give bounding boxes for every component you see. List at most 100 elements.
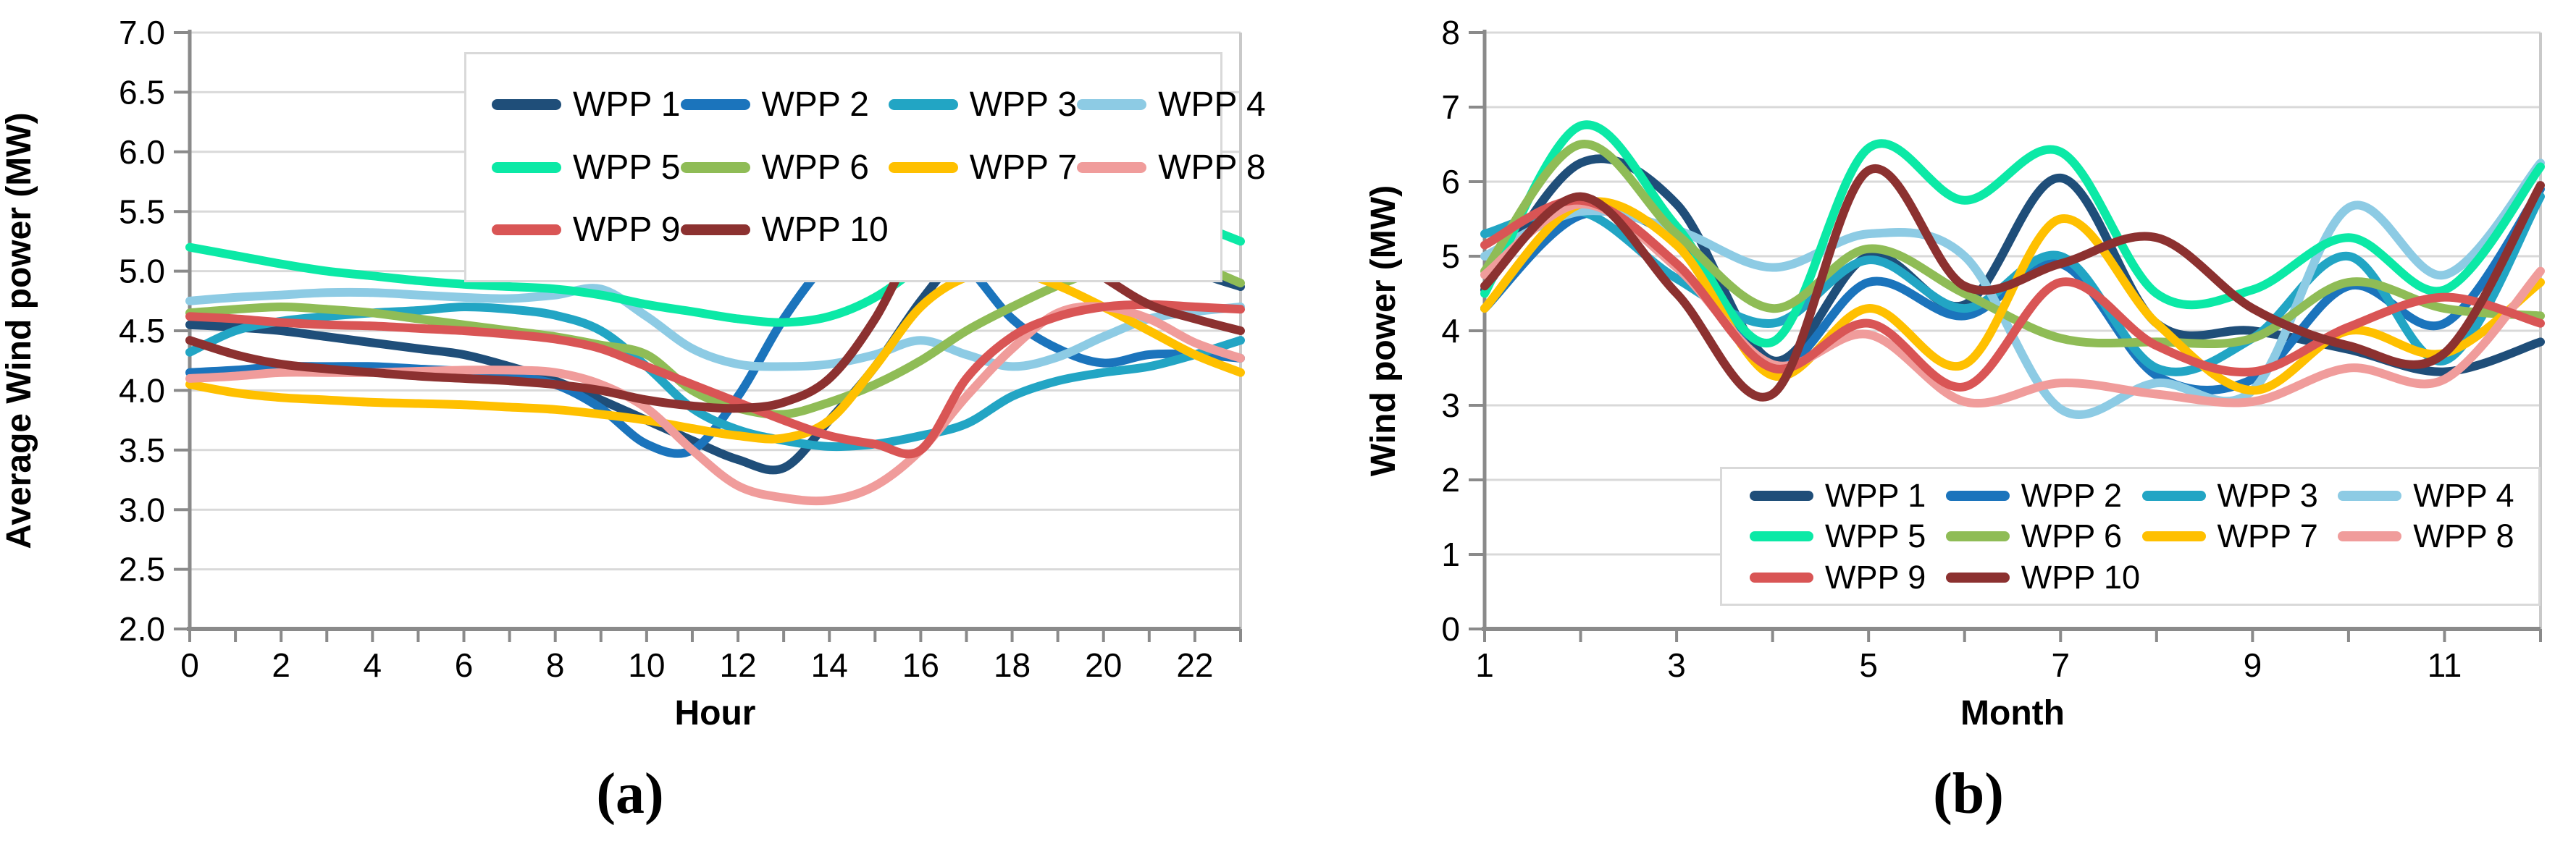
- legend-label: WPP 2: [761, 85, 870, 124]
- x-tick-label: 18: [994, 646, 1031, 684]
- legend-item-wpp-7: WPP 7: [888, 148, 1078, 187]
- legend-line-swatch-icon: [1077, 98, 1147, 110]
- legend-item-wpp-2: WPP 2: [1945, 476, 2142, 515]
- y-axis-ticks: 2.0 2.5 3.0 3.5 4.0 4.5 5.0 5.5 6.0 6.5 7.0: [119, 14, 190, 648]
- legend-item-wpp-1: WPP 1: [492, 85, 681, 124]
- y-tick-label: 3.0: [119, 491, 165, 528]
- series-line-wpp-7: [185, 266, 1245, 444]
- x-tick-label: 4: [364, 646, 382, 684]
- legend-line-swatch-icon: [492, 98, 561, 110]
- x-tick-label: 11: [2428, 646, 2462, 684]
- legend-label: WPP 10: [761, 211, 889, 250]
- legend-item-wpp-3: WPP 3: [888, 85, 1078, 124]
- y-tick-label: 7.0: [119, 14, 165, 51]
- y-tick-label: 4.0: [119, 372, 165, 410]
- legend-label: WPP 6: [761, 148, 870, 187]
- series-line-wpp-5: [1480, 120, 2545, 348]
- legend-item-wpp-2: WPP 2: [680, 85, 889, 124]
- y-axis-ticks: 0 1 2 3 4 5 6 7 8: [1441, 14, 1485, 648]
- legend-label: WPP 6: [2021, 518, 2122, 554]
- x-tick-label: 20: [1085, 646, 1122, 684]
- legend-line-swatch-icon: [1945, 531, 2010, 541]
- legend-line-swatch-icon: [492, 224, 561, 236]
- legend-label: WPP 2: [2021, 476, 2122, 514]
- legend-line-swatch-icon: [888, 161, 958, 173]
- legend-item-wpp-10: WPP 10: [1945, 558, 2142, 596]
- y-tick-label: 6.5: [119, 74, 165, 111]
- legend-label: WPP 7: [2217, 518, 2318, 554]
- legend-item-wpp-8: WPP 8: [1077, 148, 1266, 187]
- legend-label: WPP 7: [969, 148, 1078, 187]
- x-tick-label: 14: [811, 646, 848, 684]
- chart-a-plot: 2.0 2.5 3.0 3.5 4.0 4.5 5.0 5.5 6.0 6.5 7.0 0 2 4 6 8 10…: [0, 14, 1245, 732]
- x-tick-label: 16: [902, 646, 939, 684]
- y-tick-label: 8: [1441, 14, 1460, 51]
- legend-item-wpp-8: WPP 8: [2338, 518, 2534, 555]
- series-line-wpp-6: [1480, 140, 2545, 349]
- y-tick-label: 2.0: [119, 610, 165, 648]
- legend-label: WPP 1: [1825, 476, 1926, 514]
- legend-item-wpp-7: WPP 7: [2141, 518, 2338, 555]
- x-tick-label: 5: [1859, 646, 1878, 684]
- legend-item-wpp-6: WPP 6: [1945, 518, 2142, 555]
- legend-line-swatch-icon: [888, 98, 958, 110]
- legend-line-swatch-icon: [1945, 490, 2010, 501]
- y-tick-label: 4.5: [119, 312, 165, 350]
- series-line-wpp-9: [1480, 195, 2545, 392]
- y-tick-label: 5: [1441, 237, 1460, 275]
- legend-label: WPP 10: [2021, 558, 2140, 596]
- y-tick-label: 2.5: [119, 551, 165, 588]
- legend-label: WPP 9: [573, 211, 681, 250]
- x-tick-label: 3: [1667, 646, 1686, 684]
- x-tick-label: 12: [719, 646, 756, 684]
- legend-item-wpp-5: WPP 5: [492, 148, 681, 187]
- legend-item-wpp-4: WPP 4: [1077, 85, 1266, 124]
- series-line-wpp-3: [1480, 192, 2545, 376]
- x-axis-title: Month: [1960, 694, 2065, 732]
- legend-label: WPP 4: [2413, 476, 2514, 514]
- legend-label: WPP 3: [969, 85, 1078, 124]
- legend-line-swatch-icon: [1750, 572, 1813, 583]
- series-line-wpp-2: [185, 216, 1245, 458]
- legend-line-swatch-icon: [2338, 531, 2402, 541]
- series-line-wpp-10: [1480, 164, 2545, 402]
- y-tick-label: 6: [1441, 163, 1460, 200]
- legend-line-swatch-icon: [680, 98, 750, 110]
- x-tick-label: 0: [180, 646, 199, 684]
- y-tick-label: 6.0: [119, 133, 165, 171]
- x-tick-label: 9: [2244, 646, 2262, 684]
- legend-item-wpp-3: WPP 3: [2141, 476, 2338, 515]
- x-axis-title: Hour: [675, 694, 756, 732]
- legend-line-swatch-icon: [2141, 531, 2206, 541]
- y-tick-label: 5.5: [119, 193, 165, 230]
- legend-line-swatch-icon: [1077, 161, 1147, 173]
- legend-chart-a: WPP 1 WPP 2 WPP 3 WPP 4 WPP 5 WPP 6 WPP 7 WPP 8…: [464, 52, 1266, 282]
- legend-line-swatch-icon: [2141, 490, 2206, 501]
- legend-item-wpp-1: WPP 1: [1750, 477, 1946, 515]
- legend-line-swatch-icon: [1750, 490, 1813, 501]
- legend-chart-b: WPP 1 WPP 2 WPP 3 WPP 4 WPP 5 WPP 6 WPP 7 WPP 8…: [1720, 467, 2541, 606]
- legend-label: WPP 9: [1825, 558, 1926, 596]
- legend-line-swatch-icon: [2338, 490, 2402, 501]
- legend-item-wpp-9: WPP 9: [492, 210, 681, 250]
- legend-line-swatch-icon: [492, 161, 561, 173]
- legend-label: WPP 4: [1158, 85, 1266, 124]
- legend-label: WPP 3: [2217, 476, 2318, 514]
- series-lines: [1480, 120, 2545, 419]
- legend-item-wpp-10: WPP 10: [680, 210, 889, 250]
- x-axis-ticks: 0 2 4 6 8 10 12 14 16 18 20 22: [180, 629, 1242, 684]
- x-tick-label: 2: [272, 646, 290, 684]
- legend-item-wpp-5: WPP 5: [1750, 518, 1946, 555]
- series-line-wpp-4: [185, 284, 1245, 371]
- x-tick-label: 6: [455, 646, 474, 684]
- legend-line-swatch-icon: [1945, 572, 2010, 583]
- x-tick-label: 10: [628, 646, 665, 684]
- y-tick-label: 2: [1441, 461, 1460, 499]
- legend-item-wpp-6: WPP 6: [680, 148, 889, 187]
- y-tick-label: 0: [1441, 610, 1460, 648]
- x-tick-label: 1: [1475, 646, 1494, 684]
- legend-line-swatch-icon: [1750, 531, 1813, 541]
- caption-b: (b): [1933, 762, 2004, 826]
- y-tick-label: 1: [1441, 536, 1460, 573]
